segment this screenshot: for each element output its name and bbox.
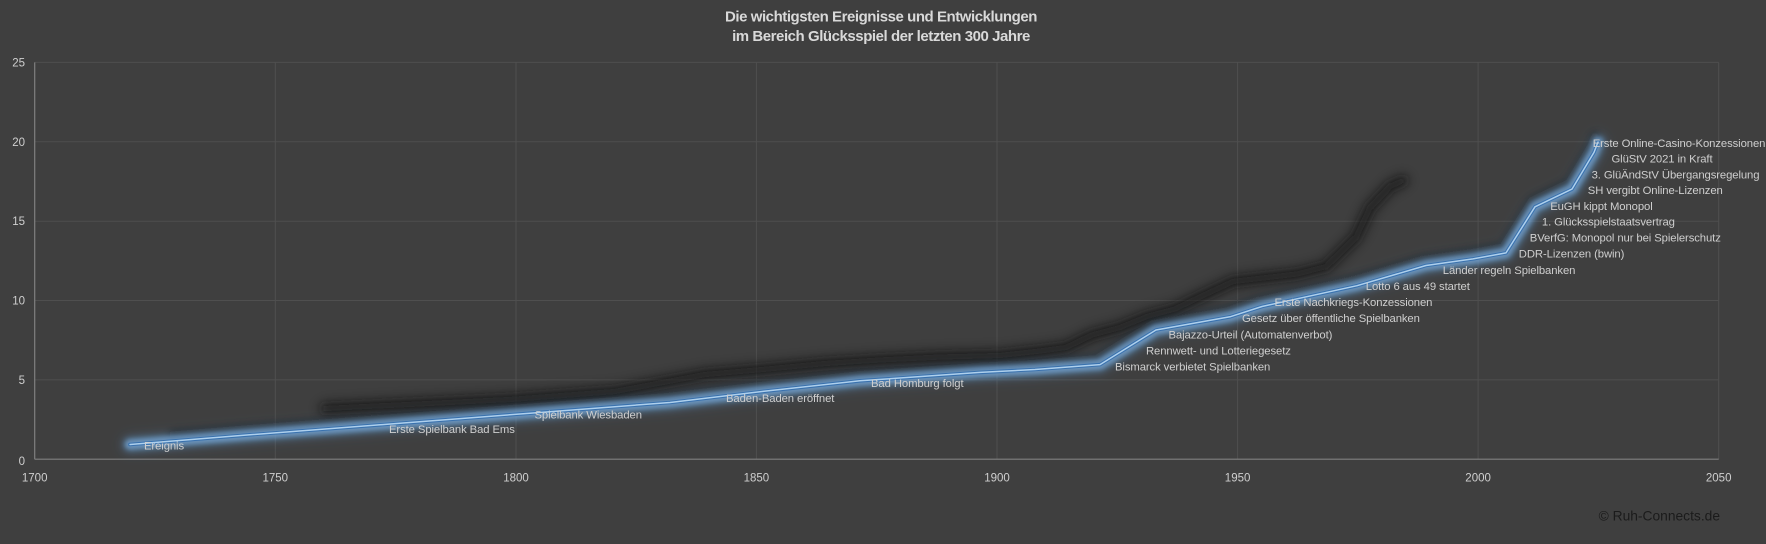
svg-text:1900: 1900 bbox=[984, 473, 1010, 485]
svg-text:EuGH kippt Monopol: EuGH kippt Monopol bbox=[1550, 201, 1652, 213]
svg-text:Länder regeln Spielbanken: Länder regeln Spielbanken bbox=[1443, 265, 1576, 277]
svg-text:Bad Homburg folgt: Bad Homburg folgt bbox=[871, 378, 964, 390]
svg-text:SH vergibt Online-Lizenzen: SH vergibt Online-Lizenzen bbox=[1588, 185, 1723, 197]
svg-text:Rennwett- und Lotteriegesetz: Rennwett- und Lotteriegesetz bbox=[1146, 346, 1291, 358]
svg-text:BVerfG: Monopol nur bei Spiele: BVerfG: Monopol nur bei Spielerschutz bbox=[1530, 233, 1721, 245]
svg-text:25: 25 bbox=[12, 57, 25, 69]
svg-text:Ereignis: Ereignis bbox=[144, 440, 184, 452]
svg-text:Baden-Baden eröffnet: Baden-Baden eröffnet bbox=[726, 393, 835, 405]
svg-text:Bismarck verbietet Spielbanken: Bismarck verbietet Spielbanken bbox=[1115, 362, 1270, 374]
svg-text:Erste Spielbank Bad Ems: Erste Spielbank Bad Ems bbox=[389, 424, 515, 436]
svg-text:Erste Online-Casino-Konzession: Erste Online-Casino-Konzessionen bbox=[1593, 138, 1766, 150]
svg-text:2050: 2050 bbox=[1706, 473, 1732, 485]
svg-text:© Ruh-Connects.de: © Ruh-Connects.de bbox=[1599, 509, 1721, 524]
svg-text:1. Glücksspielstaatsvertrag: 1. Glücksspielstaatsvertrag bbox=[1542, 217, 1675, 229]
svg-text:1850: 1850 bbox=[744, 473, 770, 485]
svg-text:1700: 1700 bbox=[22, 473, 48, 485]
svg-text:Lotto 6 aus 49 startet: Lotto 6 aus 49 startet bbox=[1366, 281, 1471, 293]
svg-text:5: 5 bbox=[19, 375, 25, 387]
svg-text:Gesetz über öffentliche Spielb: Gesetz über öffentliche Spielbanken bbox=[1242, 313, 1420, 325]
svg-text:3. GlüÄndStV Übergangsregelung: 3. GlüÄndStV Übergangsregelung bbox=[1592, 170, 1760, 182]
svg-text:Erste Nachkriegs-Konzessionen: Erste Nachkriegs-Konzessionen bbox=[1275, 297, 1433, 309]
svg-text:1750: 1750 bbox=[263, 473, 289, 485]
svg-text:im Bereich Glücksspiel der let: im Bereich Glücksspiel der letzten 300 J… bbox=[732, 28, 1030, 45]
svg-text:Spielbank Wiesbaden: Spielbank Wiesbaden bbox=[535, 409, 642, 421]
svg-text:Die wichtigsten Ereignisse und: Die wichtigsten Ereignisse und Entwicklu… bbox=[725, 9, 1037, 26]
svg-text:1950: 1950 bbox=[1225, 473, 1251, 485]
svg-text:DDR-Lizenzen (bwin): DDR-Lizenzen (bwin) bbox=[1519, 249, 1625, 261]
svg-text:0: 0 bbox=[19, 456, 25, 468]
svg-text:2000: 2000 bbox=[1465, 473, 1491, 485]
svg-text:1800: 1800 bbox=[503, 473, 529, 485]
svg-text:10: 10 bbox=[12, 296, 25, 308]
svg-text:20: 20 bbox=[12, 137, 25, 149]
svg-text:GlüStV 2021 in Kraft: GlüStV 2021 in Kraft bbox=[1612, 154, 1714, 166]
svg-text:Bajazzo-Urteil (Automatenverbo: Bajazzo-Urteil (Automatenverbot) bbox=[1169, 329, 1333, 341]
svg-text:15: 15 bbox=[12, 216, 25, 228]
